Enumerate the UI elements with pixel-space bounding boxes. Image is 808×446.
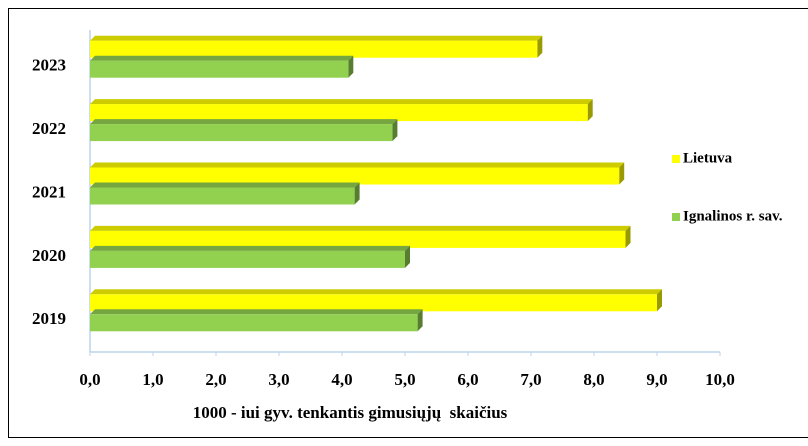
bar-side — [417, 309, 423, 332]
legend-swatch — [672, 213, 680, 221]
x-tick-label: 4,0 — [331, 370, 352, 389]
bar — [90, 167, 620, 185]
x-tick-label: 6,0 — [457, 370, 478, 389]
x-axis-label: 1000 - iui gyv. tenkantis gimusiųjų skai… — [193, 403, 508, 422]
bar — [90, 314, 418, 332]
bar — [90, 40, 538, 58]
bar-top — [90, 309, 423, 315]
bar-side — [625, 225, 631, 248]
bar — [90, 60, 349, 78]
x-tick-label: 8,0 — [583, 370, 604, 389]
x-tick-label: 0,0 — [79, 370, 100, 389]
x-tick-label: 1,0 — [142, 370, 163, 389]
bar — [90, 294, 657, 312]
bar-side — [619, 162, 625, 185]
bar — [90, 187, 355, 205]
legend-label: Lietuva — [683, 150, 733, 166]
bar-top — [90, 162, 625, 168]
x-tick-label: 5,0 — [394, 370, 415, 389]
bar-top — [90, 225, 631, 231]
y-tick-label: 2022 — [32, 119, 66, 138]
bar-top — [90, 55, 354, 61]
bar-top — [90, 182, 360, 188]
bar-top — [90, 245, 410, 251]
bar-top — [90, 35, 543, 41]
y-tick-label: 2019 — [32, 309, 66, 328]
bar — [90, 250, 405, 268]
bar-top — [90, 289, 662, 295]
x-tick-label: 7,0 — [520, 370, 541, 389]
chart-frame — [8, 8, 808, 438]
x-tick-label: 3,0 — [268, 370, 289, 389]
x-tick-label: 2,0 — [205, 370, 226, 389]
bar-side — [392, 119, 398, 142]
bar — [90, 104, 588, 122]
y-tick-label: 2021 — [32, 182, 66, 201]
x-tick-label: 9,0 — [646, 370, 667, 389]
x-tick-label: 10,0 — [705, 370, 735, 389]
bar-side — [587, 99, 593, 122]
y-tick-label: 2023 — [32, 56, 66, 75]
bar-side — [537, 35, 543, 58]
legend-label: Ignalinos r. sav. — [683, 208, 783, 224]
bar-side — [348, 55, 354, 78]
bar-side — [354, 182, 360, 205]
bar-top — [90, 99, 593, 105]
bar-side — [405, 245, 410, 268]
bar-side — [657, 289, 662, 312]
bar — [90, 124, 393, 142]
y-tick-label: 2020 — [32, 246, 66, 265]
bar — [90, 230, 626, 248]
legend-swatch — [672, 155, 680, 163]
bar-top — [90, 119, 398, 125]
